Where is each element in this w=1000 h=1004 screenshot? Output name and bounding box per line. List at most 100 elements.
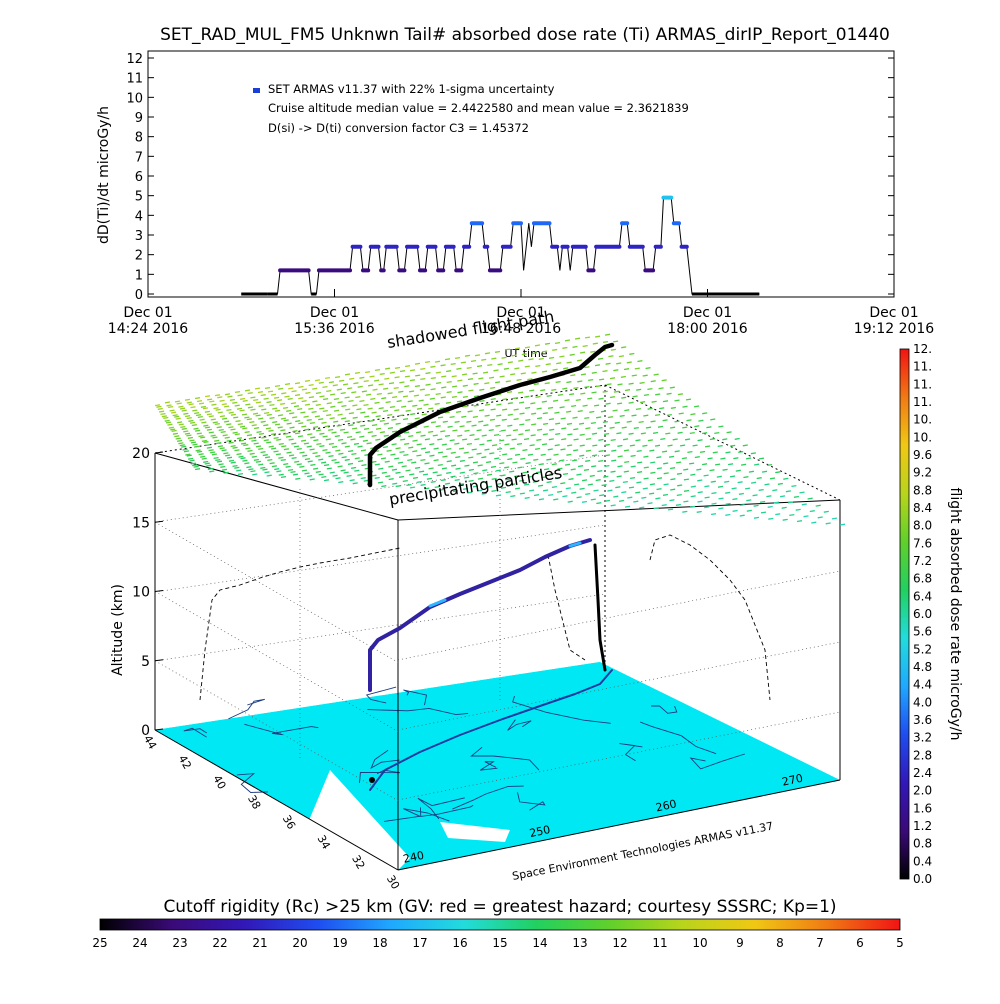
dose-plane-mark <box>390 453 396 456</box>
dose-plane-mark <box>653 373 659 376</box>
dose-plane-mark <box>711 502 717 505</box>
dose-plane-mark <box>335 477 341 480</box>
dose-plane-mark <box>193 465 199 468</box>
dose-plane-mark <box>372 388 378 391</box>
dose-plane-mark <box>564 339 571 342</box>
dose-plane-mark <box>424 360 431 364</box>
dose-plane-mark <box>530 412 537 415</box>
dose-plane-mark <box>319 432 325 435</box>
dose-plane-mark <box>470 359 477 363</box>
dose-plane-mark <box>196 432 202 435</box>
dose-plane-mark <box>371 434 377 437</box>
dose-plane-mark <box>266 413 272 416</box>
dose-plane-mark <box>292 473 299 476</box>
dose-plane-mark <box>524 496 530 499</box>
dose-plane-mark <box>285 465 291 468</box>
dose-plane-mark <box>248 437 255 440</box>
dose-plane-mark <box>187 436 194 439</box>
dose-plane-mark <box>354 457 360 460</box>
dose-plane-mark <box>375 415 381 418</box>
dose-plane-mark <box>580 392 586 395</box>
dose-plane-mark <box>636 388 642 391</box>
dose-plane-mark <box>186 417 192 420</box>
dose-plane-mark <box>682 426 688 429</box>
dose-plane-mark <box>205 444 211 447</box>
dose-plane-mark <box>604 454 611 457</box>
dose-plane-mark <box>569 353 575 356</box>
dose-plane-mark <box>250 408 256 411</box>
dose-plane-mark <box>750 452 757 455</box>
dose-plane-mark <box>502 453 508 456</box>
altitude-tick-mark <box>154 728 164 731</box>
dose-plane-mark <box>432 471 438 474</box>
dose-plane-mark <box>668 455 675 458</box>
dose-plane-mark <box>576 496 582 499</box>
dose-plane-mark <box>385 401 391 404</box>
dose-plane-mark <box>533 494 540 497</box>
dose-plane-mark <box>531 423 537 426</box>
dose-plane-mark <box>445 401 452 404</box>
dose-plane-mark <box>276 438 282 441</box>
dose-plane-mark <box>450 464 457 467</box>
dose-plane-mark <box>280 458 286 462</box>
dose-plane-mark <box>457 379 463 382</box>
rigidity-colorbar-tick-label: 5 <box>896 936 904 950</box>
dose-plane-mark <box>496 403 502 406</box>
dose-plane-mark <box>716 475 722 478</box>
dose-plane-mark <box>304 472 310 475</box>
dose-plane-mark <box>241 413 248 416</box>
dose-colorbar-tick-label: 10. <box>913 413 932 427</box>
dose-plane-mark <box>513 418 519 421</box>
dose-plane-mark <box>773 501 780 504</box>
dose-plane-mark <box>445 370 452 373</box>
dose-plane-mark <box>669 426 676 429</box>
dose-plane-mark <box>183 412 189 415</box>
dose-plane-mark <box>663 462 669 465</box>
dose-plane-mark <box>378 383 384 386</box>
dose-plane-mark <box>228 426 234 429</box>
dose-plane-mark <box>628 432 634 435</box>
dose-plane-mark <box>582 344 588 348</box>
dose-plane-mark <box>373 379 380 382</box>
altitude-tick-label: 20 <box>132 446 150 462</box>
dose-plane-mark <box>374 476 380 479</box>
dose-plane-mark <box>357 445 363 448</box>
dose-plane-mark <box>634 367 640 370</box>
dose-plane-mark <box>568 478 574 481</box>
dose-plane-mark <box>253 398 259 402</box>
dose-plane-mark <box>527 475 533 478</box>
dose-plane-mark <box>444 411 450 414</box>
map-boundary <box>417 797 465 820</box>
dose-colorbar-tick-label: 3.2 <box>913 731 932 745</box>
dose-plane-mark <box>233 416 239 419</box>
dose-plane-mark <box>839 523 846 526</box>
dose-plane-mark <box>424 393 430 397</box>
dose-colorbar-tick-label: 9.6 <box>913 448 932 462</box>
dose-plane-mark <box>242 399 248 402</box>
dose-plane-mark <box>720 457 726 460</box>
dose-plane-mark <box>408 390 415 393</box>
dose-plane-mark <box>328 428 334 431</box>
dose-plane-mark <box>546 481 552 484</box>
dose-plane-mark <box>493 369 499 372</box>
dose-plane-mark <box>609 426 615 429</box>
dose-plane-mark <box>337 465 343 468</box>
map-boundary <box>228 698 265 720</box>
dose-plane-mark <box>711 492 717 495</box>
dose-plane-mark <box>201 421 207 424</box>
dose-plane-mark <box>511 354 517 357</box>
dose-plane-mark <box>577 465 584 468</box>
dose-plane-mark <box>612 409 618 412</box>
dose-plane-mark <box>544 342 551 345</box>
dose-plane-mark <box>505 491 511 494</box>
dose-plane-mark <box>591 371 597 374</box>
dose-plane-mark <box>479 443 485 446</box>
dose-plane-mark <box>553 453 559 456</box>
dose-plane-mark <box>650 420 656 423</box>
dose-plane-mark <box>616 432 622 435</box>
dose-plane-mark <box>587 483 593 486</box>
dose-plane-mark <box>399 370 406 373</box>
dose-plane-mark <box>552 348 558 351</box>
dose-plane-mark <box>325 438 331 441</box>
